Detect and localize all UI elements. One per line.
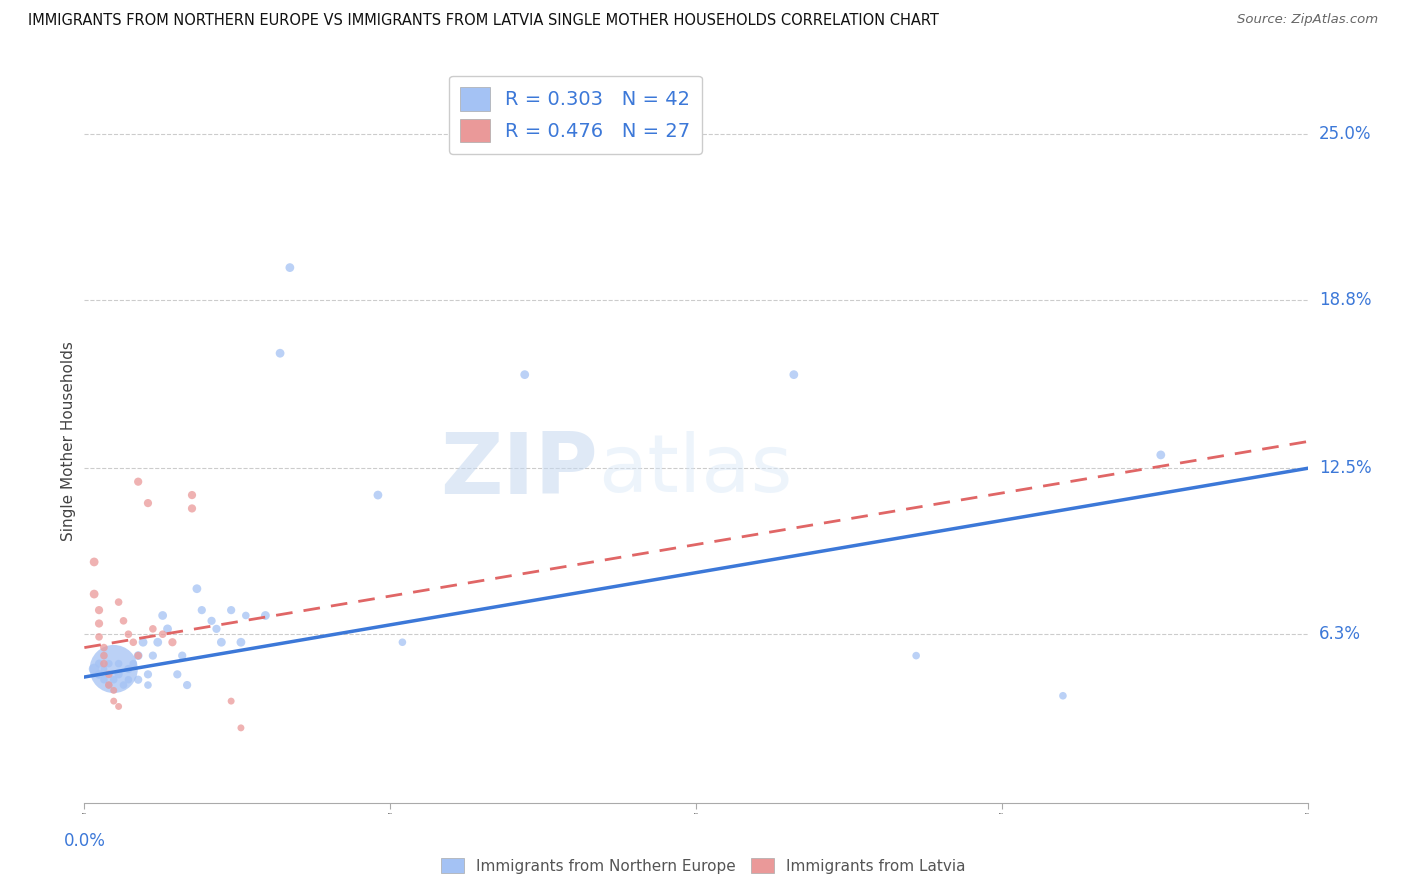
Text: 18.8%: 18.8% [1319,291,1371,309]
Point [205,622,228,636]
Point [219,603,242,617]
Point [87,603,110,617]
Point [391,635,413,649]
Point [367,488,389,502]
Point [87,667,110,681]
Point [107,699,129,714]
Point [278,260,301,275]
Text: IMMIGRANTS FROM NORTHERN EUROPE VS IMMIGRANTS FROM LATVIA SINGLE MOTHER HOUSEHOL: IMMIGRANTS FROM NORTHERN EUROPE VS IMMIG… [28,13,939,29]
Point [229,635,252,649]
Point [97,667,120,681]
Point [83,662,105,676]
Point [186,582,208,596]
Point [209,635,232,649]
Point [93,657,115,671]
Point [136,678,159,692]
Text: 6.3%: 6.3% [1319,625,1361,643]
Point [83,555,105,569]
Point [1150,448,1173,462]
Point [93,673,115,687]
Point [97,657,120,671]
Text: Source: ZipAtlas.com: Source: ZipAtlas.com [1237,13,1378,27]
Point [269,346,291,360]
Point [93,648,115,663]
Point [122,657,145,671]
Point [107,657,129,671]
Point [229,721,252,735]
Point [103,683,125,698]
Point [97,678,120,692]
Point [112,678,135,692]
Point [191,603,214,617]
Point [103,673,125,687]
Point [127,648,149,663]
Point [235,608,257,623]
Point [93,662,115,676]
Point [97,678,120,692]
Point [254,608,277,623]
Y-axis label: Single Mother Households: Single Mother Households [60,342,76,541]
Point [136,496,159,510]
Point [136,667,159,681]
Point [117,673,139,687]
Point [172,648,194,663]
Text: atlas: atlas [598,432,793,509]
Point [93,640,115,655]
Point [117,627,139,641]
Text: 12.5%: 12.5% [1319,459,1371,477]
Point [83,587,105,601]
Point [107,667,129,681]
Point [513,368,536,382]
Point [132,635,155,649]
Text: ZIP: ZIP [440,429,598,512]
Point [142,648,165,663]
Point [162,635,184,649]
Text: 0.0%: 0.0% [63,831,105,850]
Point [112,614,135,628]
Point [87,657,110,671]
Point [783,368,806,382]
Point [156,622,179,636]
Point [117,662,139,676]
Point [1052,689,1074,703]
Legend: Immigrants from Northern Europe, Immigrants from Latvia: Immigrants from Northern Europe, Immigra… [434,852,972,880]
Point [122,635,145,649]
Text: 25.0%: 25.0% [1319,125,1371,143]
Point [166,667,188,681]
Point [219,694,242,708]
Point [146,635,169,649]
Point [200,614,222,628]
Point [127,673,149,687]
Point [107,595,129,609]
Point [176,678,198,692]
Point [181,501,204,516]
Point [181,488,204,502]
Point [103,662,125,676]
Point [152,608,174,623]
Point [87,616,110,631]
Legend: R = 0.303   N = 42, R = 0.476   N = 27: R = 0.303 N = 42, R = 0.476 N = 27 [449,76,702,154]
Point [152,627,174,641]
Point [127,648,149,663]
Point [103,694,125,708]
Point [905,648,928,663]
Point [142,622,165,636]
Point [127,475,149,489]
Point [87,630,110,644]
